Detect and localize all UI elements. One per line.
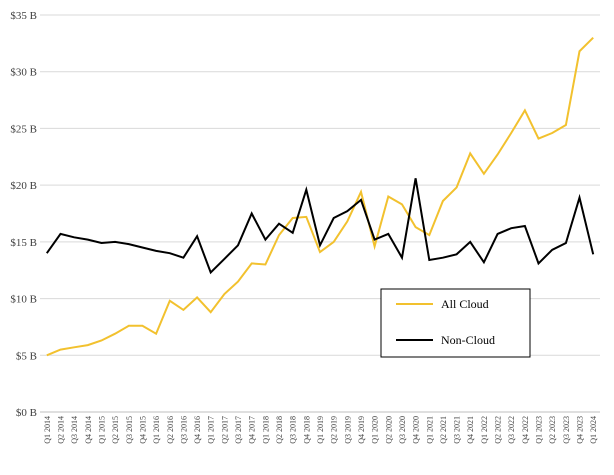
- legend: All Cloud Non-Cloud: [380, 288, 531, 358]
- x-tick-label: Q4 2020: [412, 416, 421, 444]
- x-tick-label: Q3 2022: [507, 416, 516, 444]
- y-tick-label: $5 B: [16, 350, 37, 362]
- x-tick-label: Q1 2014: [43, 416, 52, 444]
- x-tick-label: Q3 2016: [179, 416, 188, 444]
- x-axis-tick-labels: Q1 2014 Q2 2014 Q3 2014 Q4 2014 Q1 2015 Q2 20…: [43, 416, 598, 444]
- x-tick-label: Q4 2022: [521, 416, 530, 444]
- x-tick-label: Q3 2020: [398, 416, 407, 444]
- x-tick-label: Q1 2016: [152, 416, 161, 444]
- x-tick-label: Q2 2016: [166, 416, 175, 444]
- x-tick-label: Q2 2022: [494, 416, 503, 444]
- x-tick-label: Q4 2019: [357, 416, 366, 444]
- x-tick-label: Q2 2018: [275, 416, 284, 444]
- legend-box: [380, 288, 531, 358]
- legend-label-all-cloud: All Cloud: [441, 297, 489, 311]
- x-tick-label: Q3 2018: [289, 416, 298, 444]
- x-tick-label: Q3 2014: [70, 416, 79, 444]
- y-tick-label: $20 B: [10, 180, 37, 192]
- x-tick-label: Q3 2019: [343, 416, 352, 444]
- x-tick-label: Q3 2023: [562, 416, 571, 444]
- legend-label-non-cloud: Non-Cloud: [441, 333, 495, 347]
- x-tick-label: Q1 2015: [97, 416, 106, 444]
- x-tick-label: Q1 2017: [207, 416, 216, 444]
- y-tick-label: $25 B: [10, 123, 37, 135]
- x-tick-label: Q4 2023: [576, 416, 585, 444]
- x-tick-label: Q2 2017: [220, 416, 229, 444]
- x-tick-label: Q3 2017: [234, 416, 243, 444]
- x-tick-label: Q4 2015: [138, 416, 147, 444]
- series-lines: [45, 36, 595, 357]
- x-tick-label: Q4 2021: [466, 416, 475, 444]
- x-tick-label: Q2 2023: [548, 416, 557, 444]
- x-tick-label: Q1 2020: [371, 416, 380, 444]
- x-tick-label: Q2 2020: [384, 416, 393, 444]
- x-tick-label: Q1 2018: [261, 416, 270, 444]
- x-tick-label: Q2 2019: [330, 416, 339, 444]
- y-tick-label: $0 B: [16, 407, 37, 419]
- x-tick-label: Q4 2014: [84, 416, 93, 444]
- x-tick-label: Q4 2017: [248, 416, 257, 444]
- series-line-all-cloud: [46, 36, 594, 357]
- y-axis-tick-labels: $0 B $5 B $10 B $15 B $20 B $25 B $30 B $35 B: [10, 10, 37, 419]
- gridlines: [40, 14, 600, 413]
- x-tick-label: Q1 2022: [480, 416, 489, 444]
- y-tick-label: $30 B: [10, 67, 37, 79]
- x-tick-label: Q2 2021: [439, 416, 448, 444]
- x-tick-label: Q1 2019: [316, 416, 325, 444]
- x-tick-label: Q1 2024: [589, 416, 598, 444]
- x-tick-label: Q3 2021: [453, 416, 462, 444]
- x-tick-label: Q4 2018: [302, 416, 311, 444]
- y-tick-label: $10 B: [10, 294, 37, 306]
- y-tick-label: $15 B: [10, 237, 37, 249]
- y-tick-label: $35 B: [10, 10, 37, 22]
- x-tick-label: Q1 2021: [425, 416, 434, 444]
- x-tick-label: Q1 2023: [535, 416, 544, 444]
- x-tick-label: Q2 2014: [56, 416, 65, 444]
- series-line-non-cloud: [45, 178, 595, 275]
- x-tick-label: Q2 2015: [111, 416, 120, 444]
- x-tick-label: Q3 2015: [125, 416, 134, 444]
- x-tick-label: Q4 2016: [193, 416, 202, 444]
